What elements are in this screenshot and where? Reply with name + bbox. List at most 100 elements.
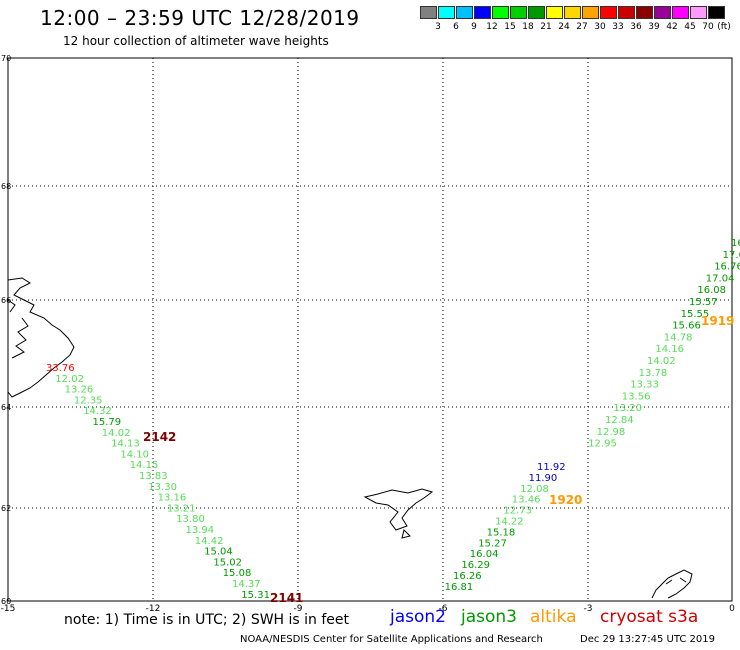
swh-reading-east-upper: 12.84 [605,415,634,426]
pass-time-label: 2142 [143,430,176,444]
legend-altika: altika [530,607,577,627]
swh-reading-west: 15.79 [93,417,122,428]
swh-reading-east-lower: 16.26 [453,571,482,582]
swh-reading-east-lower: 12.08 [520,484,549,495]
swh-reading-east-upper: 16.76 [714,262,740,273]
footer-credit: NOAA/NESDIS Center for Satellite Applica… [240,634,543,645]
swh-reading-west: 13.94 [186,525,215,536]
color-label: 3 [435,22,441,32]
swh-reading-east-upper: 14.78 [664,332,693,343]
faroe-islands-coastline [363,488,434,539]
swh-reading-west: 15.31 [241,590,270,601]
latitude-label: 62 [1,504,11,513]
color-swatch [708,6,725,19]
latitude-label: 66 [1,296,11,305]
swh-reading-east-upper: 12.98 [597,427,626,438]
swh-reading-west: 12.35 [74,395,103,406]
swh-reading-east-upper: 13.78 [639,368,668,379]
swh-reading-west: 14.42 [195,536,224,547]
swh-reading-west: 13.80 [176,514,205,525]
swh-reading-west: 14.37 [232,579,261,590]
pass-time-label: 1920 [549,493,582,507]
color-label: 33 [612,22,624,32]
swh-reading-west: 14.02 [102,428,131,439]
swh-reading-west: 15.08 [223,568,252,579]
color-label: 6 [453,22,459,32]
color-swatch [582,6,599,19]
legend-jason3: jason3 [461,607,517,627]
longitude-label: -12 [146,604,161,614]
swh-reading-east-lower: 13.46 [512,495,541,506]
latitude-label: 60 [1,597,11,606]
color-label: 45 [684,22,696,32]
swh-reading-east-upper: 13.20 [613,403,642,414]
color-label: 70 [702,22,714,32]
scotland-coastline [7,277,75,398]
map-frame [7,57,733,602]
swh-reading-east-upper: 16.08 [697,285,726,296]
color-swatch [636,6,653,19]
swh-reading-west: 14.13 [111,439,140,450]
swh-reading-east-lower: 11.90 [529,473,558,484]
color-swatch [420,6,437,19]
longitude-label: -3 [584,604,593,614]
swh-reading-west: 13.83 [139,471,168,482]
color-label: 42 [666,22,678,32]
swh-reading-east-lower: 16.04 [470,549,499,560]
color-label: 15 [504,22,516,32]
color-label: 36 [630,22,642,32]
color-label: 27 [576,22,588,32]
color-unit: (ft) [717,22,731,32]
legend-jason2: jason2 [390,607,446,627]
color-swatch [654,6,671,19]
color-label: 39 [648,22,660,32]
footer-timestamp: Dec 29 13:27:45 UTC 2019 [580,634,715,645]
color-swatch [564,6,581,19]
swh-reading-east-lower: 15.18 [487,527,516,538]
map-subtitle: 12 hour collection of altimeter wave hei… [63,34,329,48]
swh-reading-west: 15.04 [204,547,233,558]
latitude-label: 68 [1,182,11,191]
color-swatch [600,6,617,19]
color-swatch [474,6,491,19]
map-note: note: 1) Time is in UTC; 2) SWH is in fe… [64,612,350,628]
swh-reading-west: 33.76 [46,363,75,374]
color-swatch [456,6,473,19]
longitude-label: -6 [439,604,448,614]
swh-reading-west: 13.30 [148,482,177,493]
swh-reading-east-upper: 17.04 [706,273,735,284]
map-title: 12:00 – 23:59 UTC 12/28/2019 [40,6,360,30]
swh-reading-east-upper: 15.55 [681,309,710,320]
color-label: 24 [558,22,570,32]
color-swatch [528,6,545,19]
lat-lon-grid [8,58,732,601]
swh-reading-east-upper: 12.95 [588,439,617,450]
swh-reading-east-upper: 13.33 [630,380,659,391]
swh-reading-west: 13.26 [65,385,94,396]
color-swatch [438,6,455,19]
swh-reading-west: 14.15 [130,460,159,471]
color-swatch [546,6,563,19]
swh-reading-east-lower: 16.29 [461,560,490,571]
longitude-label: 0 [729,604,735,614]
pass-time-label: 2141 [270,591,303,605]
pass-time-tags: 2142 2141 1919 1920 [143,314,734,605]
swh-reading-west: 13.16 [158,493,187,504]
pass-time-label: 1919 [701,314,734,328]
color-swatch [672,6,689,19]
swh-reading-west: 12.02 [55,374,84,385]
latitude-labels: 70 68 66 64 62 60 [1,54,11,606]
swh-reading-east-upper: 17.6 [723,250,740,261]
color-swatch [510,6,527,19]
swh-reading-east-lower: 14.22 [495,517,524,528]
swh-reading-west: 13.21 [167,503,196,514]
color-swatch [618,6,635,19]
latitude-label: 64 [1,403,11,412]
color-label: 18 [522,22,534,32]
norway-coastline [651,569,693,599]
swh-reading-east-upper: 15.66 [672,321,701,332]
swh-reading-east-lower: 11.92 [537,462,566,473]
color-label: 21 [540,22,552,32]
swh-reading-east-upper: 14.02 [647,356,676,367]
longitude-label: -9 [294,604,303,614]
